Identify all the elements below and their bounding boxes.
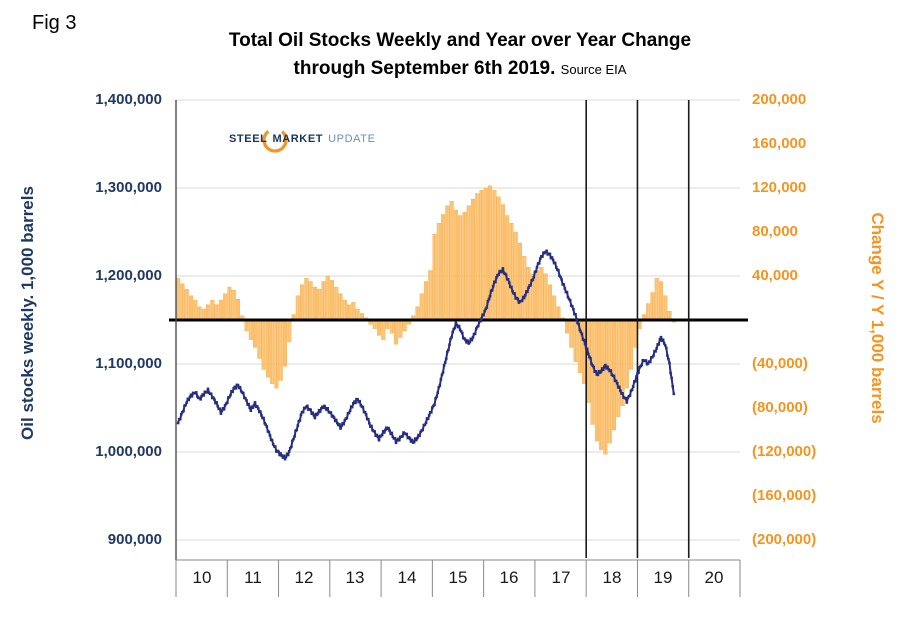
chart-title-block: Total Oil Stocks Weekly and Year over Ye… [115, 28, 805, 80]
x-axis-year-label: 18 [602, 568, 622, 587]
left-axis-tick-label: 1,300,000 [95, 179, 162, 196]
right-axis-tick-label: 160,000 [752, 135, 807, 152]
left-axis-tick-label: 900,000 [107, 531, 162, 548]
x-axis-year-label: 10 [192, 568, 212, 587]
chart-title-line2: through September 6th 2019. Source EIA [115, 58, 805, 80]
reference-lines [169, 100, 748, 558]
smu-logo-swoosh-icon [262, 127, 288, 153]
right-axis-tick-label: 40,000 [752, 267, 798, 284]
right-axis-tick-label: (200,000) [752, 531, 817, 548]
x-axis-year-label: 11 [244, 568, 262, 587]
left-axis-tick-label: 1,200,000 [95, 267, 162, 284]
x-axis-year-label: 16 [499, 568, 519, 587]
right-axis-tick-label: (120,000) [752, 443, 817, 460]
x-axis-year-label: 13 [345, 568, 365, 587]
left-axis-tick-label: 1,000,000 [95, 443, 162, 460]
right-axis-tick-label: (80,000) [752, 399, 808, 416]
x-axis-year-label: 20 [704, 568, 724, 587]
right-axis-tick-label: 120,000 [752, 179, 807, 196]
steel-market-update-logo: STEEL MARKET UPDATE [229, 127, 376, 153]
oil-stocks-line [176, 249, 676, 461]
x-axis-year-label: 14 [397, 568, 417, 587]
chart-source: Source EIA [560, 61, 627, 77]
chart-title-date: through September 6th 2019. [293, 57, 556, 79]
chart-title-line1: Total Oil Stocks Weekly and Year over Ye… [228, 30, 692, 51]
left-axis-tick-label: 1,400,000 [95, 91, 162, 108]
x-axis-year-label: 17 [551, 568, 571, 587]
logo-word-update: UPDATE [328, 133, 376, 145]
left-axis-tick-label: 1,100,000 [95, 355, 162, 372]
logo-word-market: MARKET [272, 133, 324, 145]
right-axis-tick-label: (160,000) [752, 487, 817, 504]
figure-label: Fig 3 [32, 12, 77, 34]
right-axis-tick-label: 200,000 [752, 91, 807, 108]
axes [175, 100, 741, 597]
x-axis-year-label: 19 [653, 568, 673, 587]
right-axis-title: Change Y / Y 1,000 barrels [868, 212, 887, 424]
gridlines [176, 99, 740, 541]
yoy-change-bars [176, 185, 676, 455]
right-axis-tick-label: 80,000 [752, 223, 798, 240]
x-axis-year-label: 12 [294, 568, 314, 587]
right-axis-tick-label: (40,000) [752, 355, 808, 372]
logo-word-steel: STEEL [229, 133, 268, 145]
x-axis-year-label: 15 [448, 568, 468, 587]
left-axis-title: Oil stocks weekly. 1,000 barrels [18, 186, 37, 440]
